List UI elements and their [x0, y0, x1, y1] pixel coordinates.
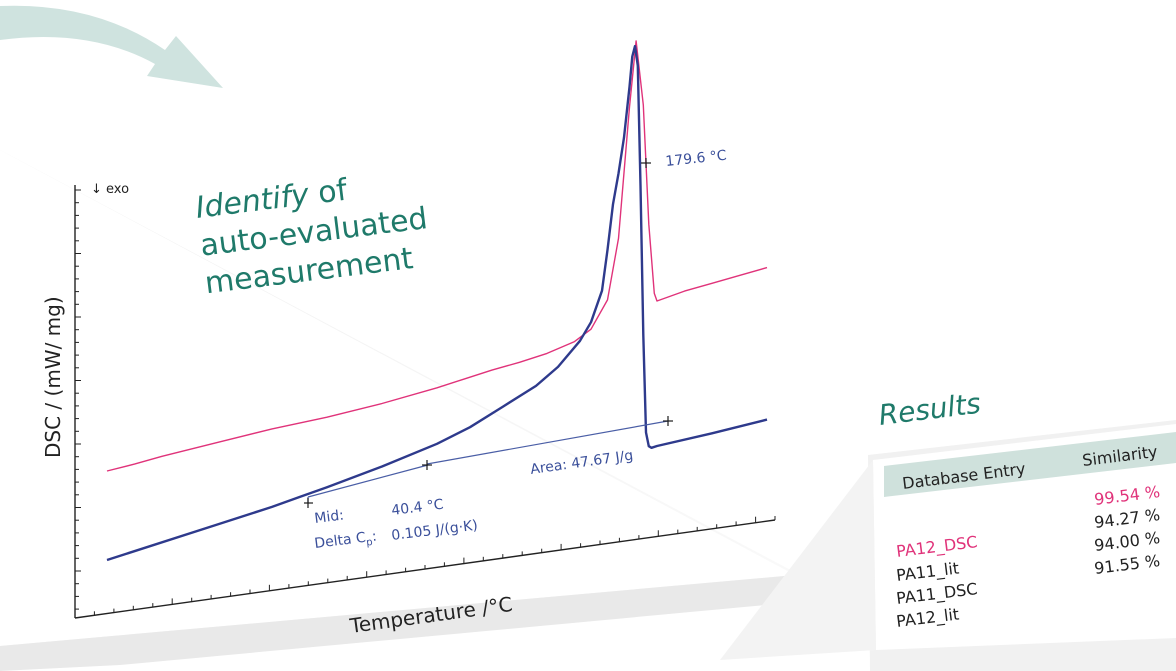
area-baseline — [426, 420, 669, 465]
chart-curves — [106, 40, 768, 562]
results-title: Results — [877, 387, 983, 432]
x-axis-ticks — [93, 516, 776, 616]
exo-direction-label: ↓ exo — [91, 182, 129, 197]
delta-cp-sub: p — [366, 537, 374, 549]
y-axis-label: DSC / (mW/ mg) — [41, 296, 65, 458]
chart-panel-fold — [0, 575, 820, 671]
evaluation-markers — [304, 158, 673, 508]
caption-of: of — [307, 172, 351, 212]
delta-cp-label: Delta Cp: — [314, 528, 379, 554]
caption: Identify of auto-evaluated measurement — [194, 172, 430, 301]
results-card-fold — [720, 460, 876, 660]
decorative-arrow — [0, 5, 223, 89]
mid-label: Mid: — [314, 507, 345, 526]
chart-panel — [0, 150, 795, 646]
mid-value: 40.4 °C — [391, 497, 445, 519]
measured-dsc-curve — [106, 44, 768, 562]
glass-step-tangent — [307, 464, 429, 498]
y-axis-ticks — [75, 189, 81, 610]
results-header-band — [884, 432, 1176, 497]
delta-cp-main: Delta C — [314, 530, 367, 552]
peak-temperature-label: 179.6 °C — [665, 148, 728, 170]
delta-cp-colon: : — [371, 528, 378, 544]
